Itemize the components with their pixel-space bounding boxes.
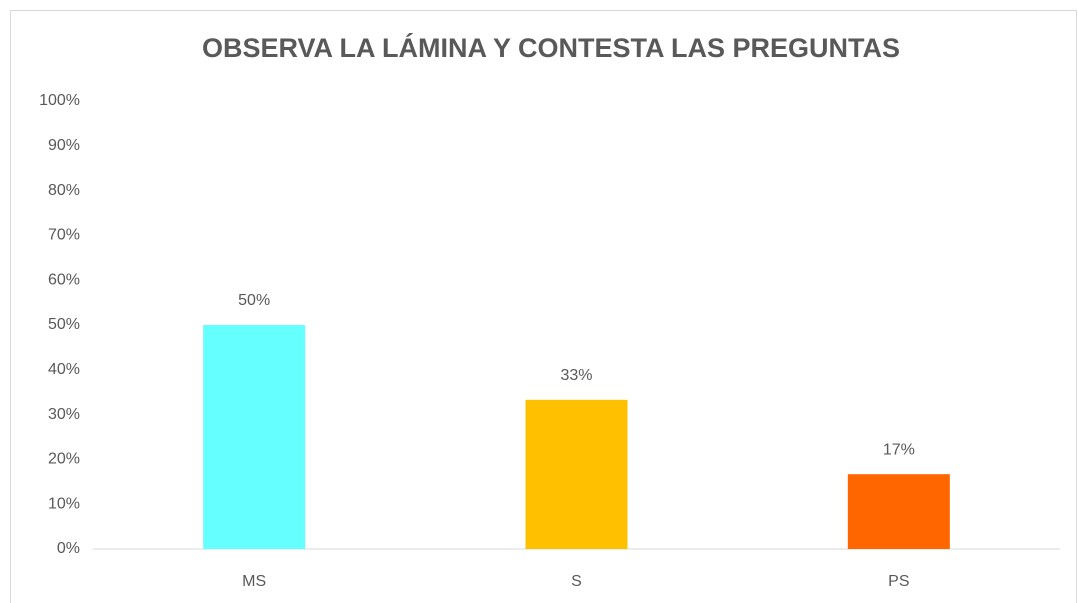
- y-tick-label: 40%: [48, 361, 80, 378]
- y-tick-label: 20%: [48, 451, 80, 468]
- bar: [847, 474, 950, 549]
- y-tick-label: 90%: [48, 137, 80, 154]
- data-label: 33%: [560, 367, 592, 384]
- chart-title: OBSERVA LA LÁMINA Y CONTESTA LAS PREGUNT…: [202, 32, 900, 63]
- y-tick-label: 30%: [48, 406, 80, 423]
- x-tick-label: S: [571, 573, 582, 590]
- y-tick-label: 0%: [57, 540, 80, 557]
- data-label: 17%: [883, 441, 915, 458]
- bar: [203, 325, 306, 549]
- x-tick-label: PS: [888, 573, 909, 590]
- data-label: 50%: [238, 292, 270, 309]
- y-tick-label: 100%: [39, 92, 80, 109]
- x-tick-label: MS: [242, 573, 266, 590]
- bar: [525, 399, 628, 549]
- y-tick-label: 70%: [48, 227, 80, 244]
- y-tick-label: 50%: [48, 316, 80, 333]
- y-tick-label: 80%: [48, 182, 80, 199]
- y-tick-label: 60%: [48, 271, 80, 288]
- y-tick-label: 10%: [48, 495, 80, 512]
